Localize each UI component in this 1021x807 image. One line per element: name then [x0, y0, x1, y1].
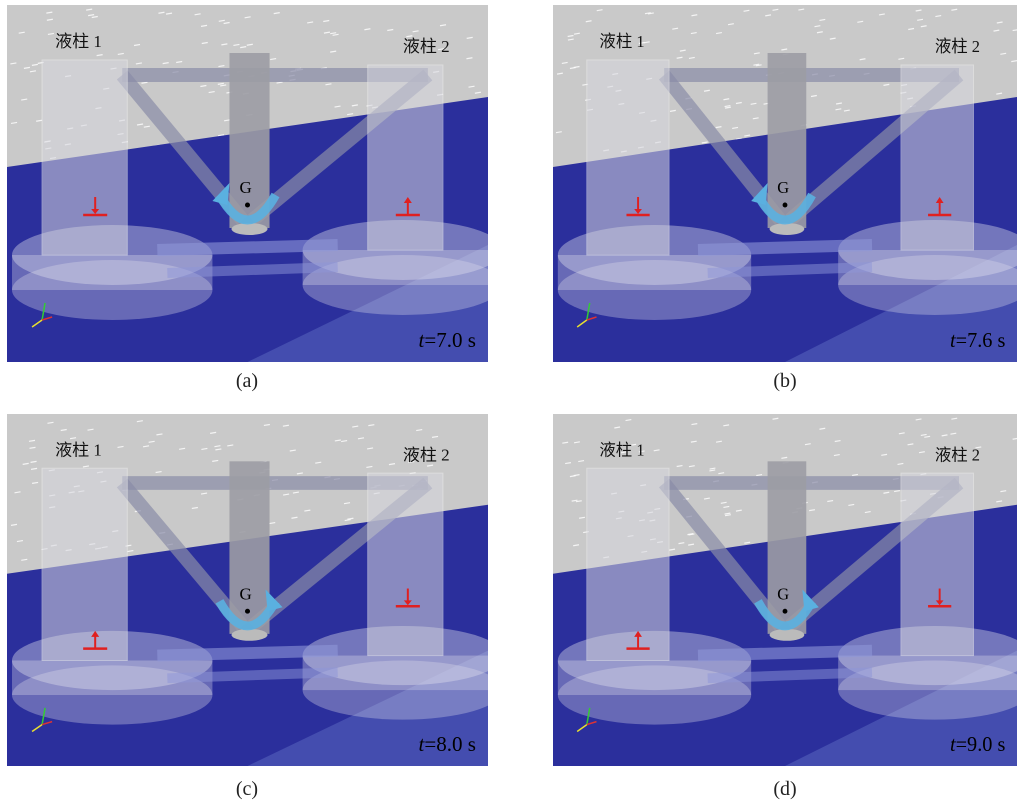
figure: G 液柱 1 液柱 2 t=7.0 s (a) G 液柱 1 液柱 2 t=7.6 s (b) G 液…	[0, 0, 1021, 807]
centroid-dot	[245, 609, 250, 614]
column-center-base	[770, 223, 805, 235]
pontoon-brace	[708, 267, 872, 273]
column-left	[587, 60, 669, 255]
centroid-dot	[783, 609, 788, 614]
column-center	[229, 461, 269, 634]
time-label: t=9.0 s	[950, 734, 1005, 756]
time-value: =7.6 s	[956, 330, 1006, 352]
snapshot: G 液柱 1 液柱 2 t=9.0 s	[553, 414, 1017, 766]
pontoon-brace	[167, 267, 337, 273]
panel-label: (d)	[745, 778, 825, 801]
column-label: 液柱 1	[599, 440, 644, 459]
column-left	[42, 468, 127, 660]
centroid-label: G	[239, 178, 251, 197]
panel-label: (a)	[207, 370, 287, 393]
pontoon-brace	[157, 245, 337, 250]
centroid-dot	[783, 203, 788, 208]
snapshot: G 液柱 1 液柱 2 t=8.0 s	[7, 414, 488, 766]
snapshot: G 液柱 1 液柱 2 t=7.6 s	[553, 5, 1017, 362]
centroid-dot	[245, 203, 250, 208]
column-right	[901, 473, 974, 655]
snapshot: G 液柱 1 液柱 2 t=7.0 s	[7, 5, 488, 362]
centroid-label: G	[777, 584, 789, 603]
column-label: 液柱 2	[935, 445, 980, 464]
column-center-base	[231, 629, 267, 641]
column-center	[229, 53, 269, 228]
time-value: =8.0 s	[424, 732, 476, 756]
column-left	[587, 468, 669, 660]
time-label: t=7.0 s	[419, 328, 476, 352]
time-value: =7.0 s	[424, 328, 476, 352]
column-right	[368, 65, 443, 250]
panel-label: (b)	[745, 370, 825, 393]
centroid-label: G	[239, 584, 251, 603]
time-value: =9.0 s	[956, 734, 1006, 756]
pontoon-brace	[698, 245, 872, 250]
column-center-base	[770, 629, 805, 641]
column-label: 液柱 2	[403, 37, 450, 56]
pontoon-brace	[708, 672, 872, 678]
panel-label: (c)	[207, 778, 287, 801]
column-label: 液柱 2	[935, 37, 980, 56]
column-right	[901, 65, 974, 250]
pontoon-brace	[157, 651, 337, 656]
column-label: 液柱 1	[599, 32, 644, 51]
centroid-label: G	[777, 178, 789, 197]
pontoon-brace	[698, 651, 872, 656]
time-label: t=8.0 s	[419, 732, 476, 756]
column-right	[368, 473, 443, 655]
column-label: 液柱 2	[403, 445, 450, 464]
pontoon-brace	[167, 672, 337, 678]
column-center-base	[231, 223, 267, 235]
column-label: 液柱 1	[55, 441, 102, 460]
column-left	[42, 60, 127, 255]
column-center	[768, 53, 807, 228]
column-center	[768, 461, 807, 634]
time-label: t=7.6 s	[950, 330, 1005, 352]
column-label: 液柱 1	[55, 32, 102, 51]
